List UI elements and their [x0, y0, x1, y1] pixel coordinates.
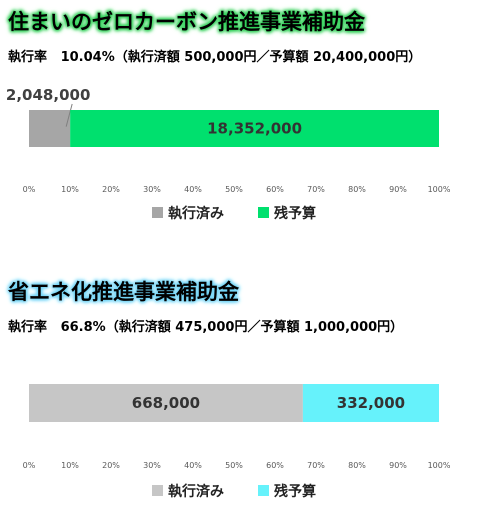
rate-value: 66.8%	[60, 320, 106, 335]
x-tick-label: 10%	[61, 461, 79, 470]
data-label-remaining: 332,000	[337, 394, 405, 412]
rate-detail: （執行済額 500,000円／予算額 20,400,000円）	[114, 50, 422, 65]
x-tick-label: 100%	[428, 185, 451, 194]
stacked-bar-chart-zero-carbon: 2,048,000 18,352,000 0% 10% 20% 30% 40% 50% 60% 7…	[6, 86, 451, 222]
x-tick-label: 100%	[428, 461, 451, 470]
x-tick-label: 50%	[225, 461, 243, 470]
legend-swatch	[258, 207, 269, 218]
x-tick-label: 30%	[143, 185, 161, 194]
data-label-executed: 668,000	[132, 394, 200, 412]
bar-segment-executed	[29, 110, 71, 147]
rate-label: 執行率	[8, 320, 48, 335]
rate-value: 10.04%	[60, 50, 115, 65]
bar-segment-executed	[29, 384, 303, 422]
x-tick-label: 60%	[266, 185, 284, 194]
execution-summary-energy-saving: 執行率 66.8%（執行済額 475,000円／予算額 1,000,000円）	[8, 316, 403, 335]
x-tick-label: 50%	[225, 185, 243, 194]
legend-swatch	[258, 485, 269, 496]
x-tick-label: 80%	[348, 461, 366, 470]
x-tick-label: 0%	[23, 185, 36, 194]
legend-label: 残予算	[274, 205, 316, 222]
x-tick-label: 0%	[23, 461, 36, 470]
x-tick-label: 90%	[389, 461, 407, 470]
chart-title-energy-saving: 省エネ化推進事業補助金	[8, 280, 239, 304]
bar-segment-remaining	[70, 110, 440, 147]
x-tick-label: 20%	[102, 461, 120, 470]
stacked-bar-chart-energy-saving: 668,000 332,000 0% 10% 20% 30% 40% 50% 60% 70% 80%…	[23, 384, 451, 500]
x-tick-label: 10%	[61, 185, 79, 194]
x-tick-label: 80%	[348, 185, 366, 194]
x-tick-label: 20%	[102, 185, 120, 194]
legend-label: 執行済み	[168, 205, 224, 222]
legend-label: 残予算	[274, 483, 316, 500]
x-tick-label: 30%	[143, 461, 161, 470]
x-tick-label: 60%	[266, 461, 284, 470]
chart-title-zero-carbon: 住まいのゼロカーボン推進事業補助金	[8, 10, 365, 34]
data-label-leader-line	[65, 103, 73, 127]
x-tick-label: 40%	[184, 461, 202, 470]
legend-swatch	[152, 207, 163, 218]
x-tick-label: 90%	[389, 185, 407, 194]
x-tick-label: 70%	[307, 185, 325, 194]
legend-swatch	[152, 485, 163, 496]
rate-detail: （執行済額 475,000円／予算額 1,000,000円）	[105, 320, 404, 335]
data-label-remaining: 18,352,000	[207, 120, 302, 138]
execution-summary-zero-carbon: 執行率 10.04%（執行済額 500,000円／予算額 20,400,000円…	[8, 46, 421, 65]
x-tick-label: 70%	[307, 461, 325, 470]
x-tick-label: 40%	[184, 185, 202, 194]
data-label-executed: 2,048,000	[6, 86, 90, 104]
legend-label: 執行済み	[168, 483, 224, 500]
bar-segment-remaining	[302, 384, 439, 422]
rate-label: 執行率	[8, 50, 48, 65]
